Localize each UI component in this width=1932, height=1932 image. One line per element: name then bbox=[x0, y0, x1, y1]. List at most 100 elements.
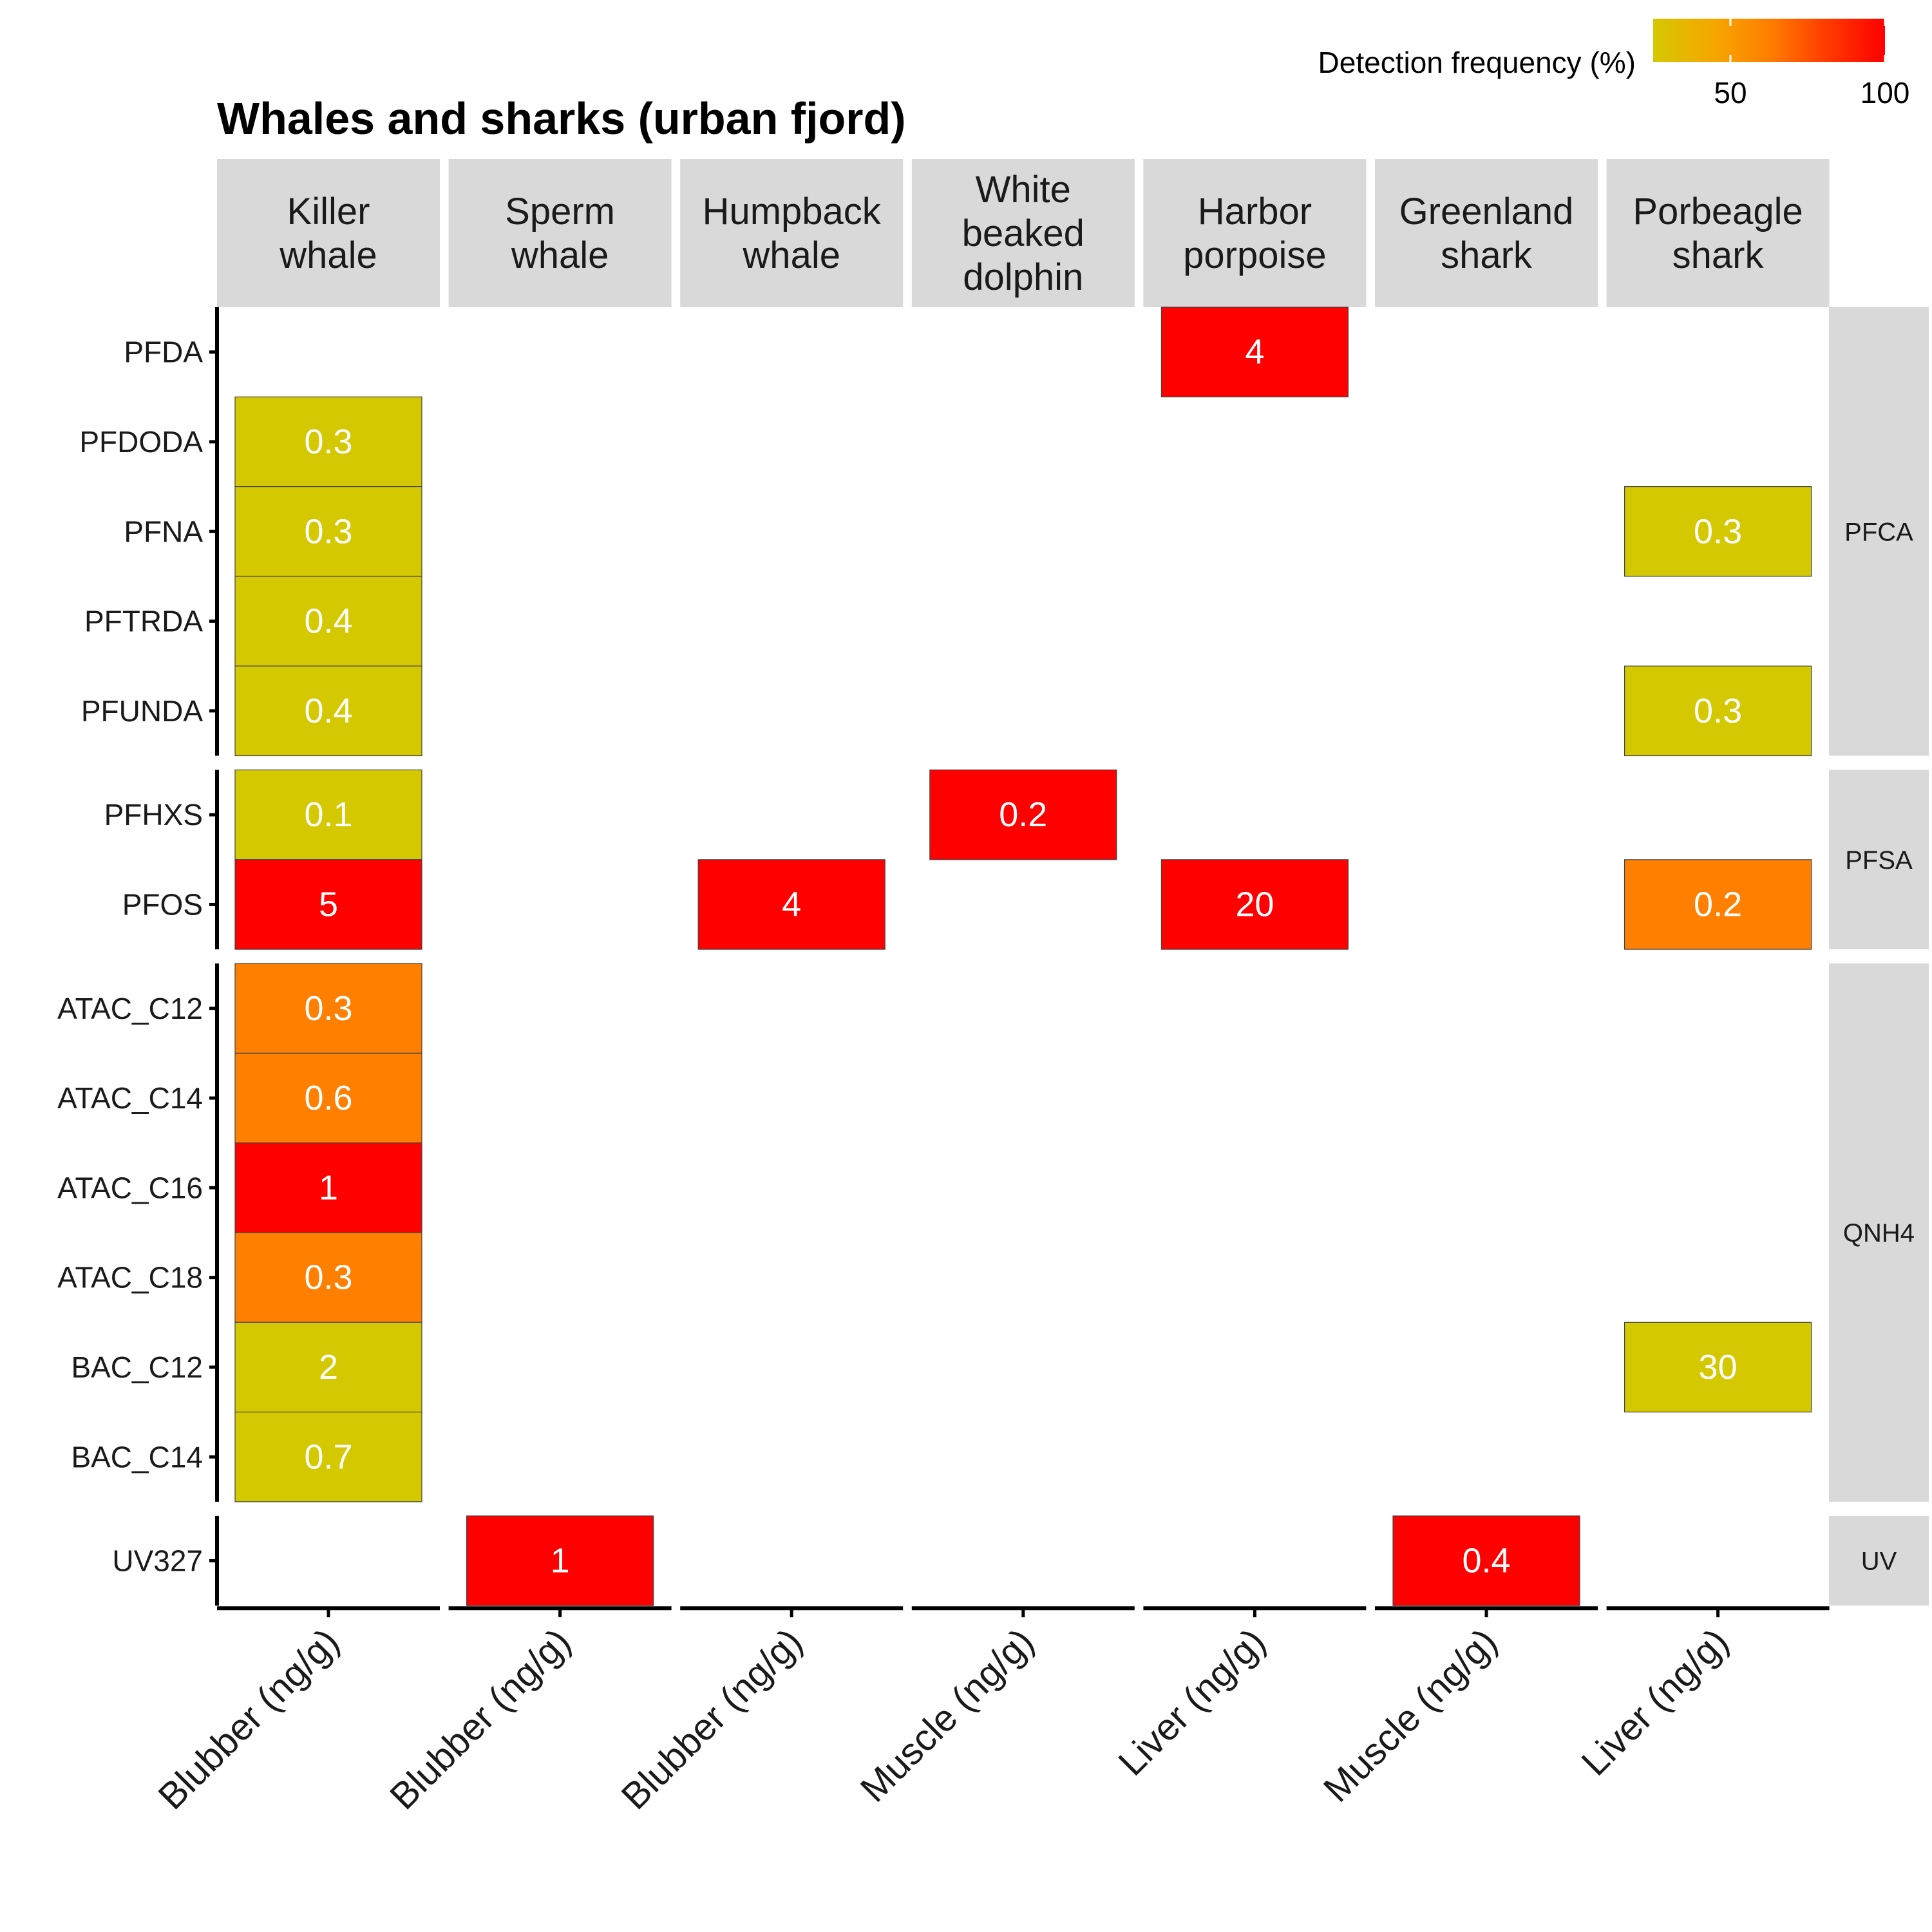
legend-title: Detection frequency (%) bbox=[1318, 46, 1636, 79]
column-strips: KillerwhaleSpermwhaleHumpbackwhaleWhiteb… bbox=[217, 159, 1830, 307]
y-tick-label: PFDA bbox=[124, 336, 203, 369]
column-strip-label: Humpback bbox=[703, 191, 882, 232]
column-strip-label: beaked bbox=[962, 213, 1084, 254]
heatmap-cell bbox=[234, 1232, 422, 1323]
cell-value-label: 5 bbox=[319, 885, 338, 923]
x-tick-label: Blubber (ng/g) bbox=[382, 1620, 579, 1817]
legend: Detection frequency (%) 50 100 bbox=[1318, 19, 1910, 109]
heatmap-cell bbox=[929, 769, 1117, 860]
y-tick-label: BAC_C12 bbox=[71, 1350, 203, 1384]
cell-value-label: 0.3 bbox=[1694, 692, 1742, 730]
heatmap-cell bbox=[234, 963, 422, 1054]
column-strip bbox=[1375, 159, 1598, 307]
legend-colorbar bbox=[1653, 19, 1885, 62]
y-tick-label: BAC_C14 bbox=[71, 1440, 203, 1473]
cell-value-label: 0.2 bbox=[999, 795, 1047, 834]
heatmap-cell bbox=[1160, 859, 1349, 950]
cell-value-label: 0.3 bbox=[304, 989, 352, 1028]
column-strip-label: dolphin bbox=[963, 256, 1083, 298]
x-tick-label: Liver (ng/g) bbox=[1573, 1620, 1736, 1783]
cell-value-label: 0.6 bbox=[304, 1079, 352, 1117]
heatmap-cell bbox=[234, 396, 422, 488]
cell-value-label: 0.1 bbox=[304, 795, 352, 834]
x-tick-label: Muscle (ng/g) bbox=[853, 1620, 1042, 1810]
cell-value-label: 4 bbox=[782, 885, 801, 923]
legend-tick-label: 50 bbox=[1714, 76, 1747, 109]
column-strip-label: Harbor bbox=[1198, 191, 1312, 232]
heatmap-cell bbox=[1624, 486, 1812, 577]
heatmap-cell bbox=[234, 1052, 422, 1144]
y-tick-label: ATAC_C12 bbox=[57, 992, 203, 1025]
heatmap-cell bbox=[1160, 307, 1349, 397]
cell-value-label: 0.3 bbox=[304, 512, 352, 551]
heatmap-cell bbox=[234, 1142, 422, 1233]
group-strip bbox=[1829, 963, 1929, 1502]
cell-value-label: 0.7 bbox=[304, 1437, 352, 1476]
group-strip bbox=[1829, 1515, 1929, 1606]
column-strip bbox=[1606, 159, 1830, 307]
heatmap-cell bbox=[234, 859, 422, 950]
y-tick-label: PFUNDA bbox=[81, 694, 203, 728]
column-strip bbox=[217, 159, 440, 307]
x-tick-label: Liver (ng/g) bbox=[1110, 1620, 1273, 1783]
column-strip bbox=[1143, 159, 1367, 307]
heatmap-cell bbox=[466, 1515, 654, 1606]
column-strip-label: shark bbox=[1441, 234, 1533, 276]
cell-value-label: 0.3 bbox=[1694, 512, 1742, 551]
group-strips: PFCA PFSA QNH4 UV bbox=[1829, 307, 1929, 1606]
column-strip-label: Killer bbox=[287, 191, 370, 232]
group-strip-label: QNH4 bbox=[1843, 1219, 1915, 1247]
cell-value-label: 1 bbox=[551, 1542, 570, 1580]
group-strip bbox=[1829, 307, 1929, 756]
column-strip-label: White bbox=[976, 169, 1071, 211]
cell-value-label: 1 bbox=[319, 1168, 338, 1207]
cell-value-label: 0.4 bbox=[304, 692, 352, 730]
heatmap-cell bbox=[234, 576, 422, 667]
y-tick-label: PFTRDA bbox=[84, 605, 203, 638]
column-strip-label: Porbeagle bbox=[1633, 191, 1803, 232]
column-strip-label: porpoise bbox=[1183, 234, 1326, 276]
column-strip-label: Greenland bbox=[1399, 191, 1574, 232]
heatmap-cell bbox=[1624, 1321, 1812, 1413]
y-tick-label: PFOS bbox=[122, 887, 203, 921]
cell-value-label: 0.4 bbox=[304, 602, 352, 641]
heatmap-cell bbox=[234, 486, 422, 577]
y-tick-label: ATAC_C14 bbox=[57, 1081, 203, 1115]
y-tick-label: PFDODA bbox=[79, 425, 203, 459]
x-tick-label: Blubber (ng/g) bbox=[150, 1620, 347, 1817]
heatmap-cell bbox=[234, 665, 422, 757]
column-strip-label: whale bbox=[742, 234, 840, 276]
heatmap-cell bbox=[1392, 1515, 1580, 1606]
heatmap-cell bbox=[234, 1412, 422, 1502]
legend-tick-label: 100 bbox=[1861, 76, 1910, 109]
column-strip-label: whale bbox=[279, 234, 377, 276]
heatmap-cells: 4 0.3 0.3 0.3 0.4 0.4 0.3 0.1 0.2 5 4 20 0.2 0.3 0.6 1 0… bbox=[234, 307, 1812, 1606]
group-strip-label: PFSA bbox=[1845, 846, 1913, 875]
cell-value-label: 0.2 bbox=[1694, 885, 1742, 923]
x-tick-label: Blubber (ng/g) bbox=[614, 1620, 811, 1817]
y-tick-label: PFHXS bbox=[104, 798, 203, 831]
cell-value-label: 20 bbox=[1235, 885, 1274, 923]
column-strip-label: shark bbox=[1672, 234, 1765, 276]
column-strip-label: Sperm bbox=[505, 191, 615, 232]
heatmap-cell bbox=[1624, 665, 1812, 757]
heatmap-cell bbox=[234, 1321, 422, 1413]
x-tick-label: Muscle (ng/g) bbox=[1316, 1620, 1505, 1810]
y-tick-label: UV327 bbox=[112, 1544, 203, 1578]
column-strip-label: whale bbox=[511, 234, 609, 276]
y-tick-label: ATAC_C18 bbox=[57, 1261, 203, 1294]
x-axis: Blubber (ng/g) Blubber (ng/g) Blubber (ng/… bbox=[150, 1606, 1830, 1817]
heatmap-cell bbox=[697, 859, 886, 950]
y-tick-label: PFNA bbox=[124, 515, 203, 548]
cell-value-label: 4 bbox=[1245, 333, 1264, 372]
y-tick-label: ATAC_C16 bbox=[57, 1171, 203, 1204]
cell-value-label: 0.4 bbox=[1462, 1542, 1510, 1580]
heatmap-cell bbox=[234, 769, 422, 860]
column-strip bbox=[680, 159, 904, 307]
column-strip bbox=[911, 159, 1135, 307]
cell-value-label: 2 bbox=[319, 1348, 338, 1387]
heatmap-cell bbox=[1624, 859, 1812, 950]
cell-value-label: 0.3 bbox=[304, 422, 352, 461]
group-strip-label: PFCA bbox=[1844, 518, 1913, 546]
